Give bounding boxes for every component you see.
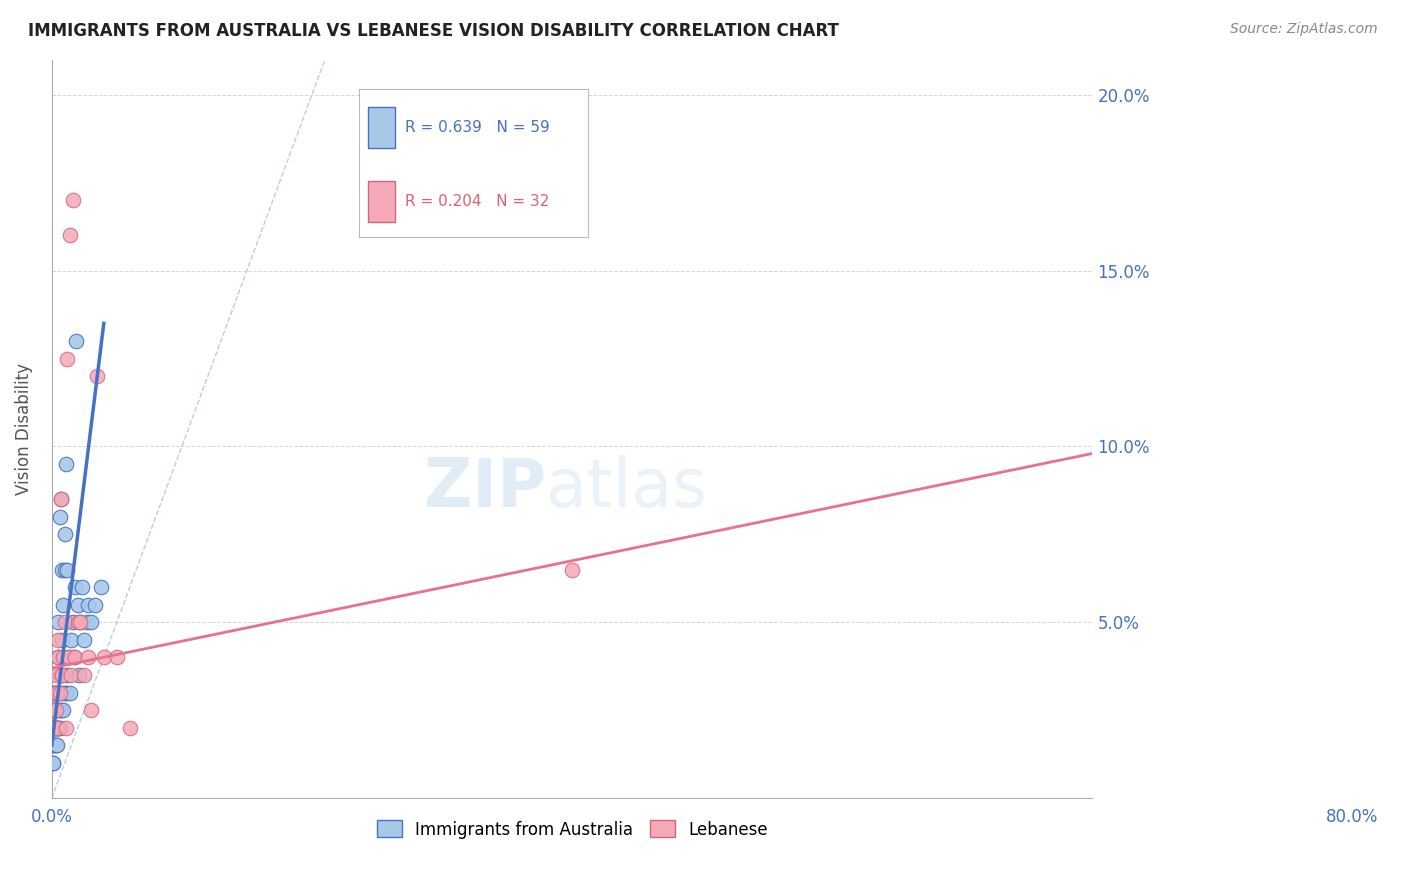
Point bbox=[55, 721, 77, 735]
Point bbox=[48, 685, 70, 699]
Point bbox=[42, 685, 65, 699]
Point bbox=[58, 650, 80, 665]
Point bbox=[66, 598, 89, 612]
Point bbox=[46, 615, 69, 630]
Point bbox=[63, 650, 86, 665]
Point bbox=[49, 703, 72, 717]
Point bbox=[73, 632, 96, 647]
Point bbox=[105, 650, 128, 665]
Point bbox=[65, 334, 87, 348]
Point bbox=[55, 685, 77, 699]
Point bbox=[46, 721, 69, 735]
Point bbox=[48, 668, 70, 682]
Point bbox=[49, 668, 72, 682]
Point bbox=[42, 703, 65, 717]
Point bbox=[56, 563, 79, 577]
Point bbox=[561, 563, 583, 577]
Point bbox=[52, 598, 75, 612]
Point bbox=[69, 615, 91, 630]
Point bbox=[53, 563, 76, 577]
Point bbox=[56, 668, 79, 682]
Point bbox=[93, 650, 115, 665]
Point bbox=[51, 632, 73, 647]
Point bbox=[48, 703, 70, 717]
Point bbox=[46, 632, 69, 647]
Point bbox=[44, 739, 66, 753]
Point bbox=[44, 685, 66, 699]
Point bbox=[86, 369, 108, 384]
Point bbox=[45, 721, 67, 735]
Point bbox=[51, 668, 73, 682]
Point bbox=[42, 721, 65, 735]
Point bbox=[53, 615, 76, 630]
Legend: Immigrants from Australia, Lebanese: Immigrants from Australia, Lebanese bbox=[370, 814, 775, 846]
Point bbox=[55, 457, 77, 471]
Point bbox=[46, 650, 69, 665]
Point bbox=[46, 739, 69, 753]
Point bbox=[83, 598, 105, 612]
Point bbox=[66, 615, 89, 630]
Point bbox=[76, 615, 98, 630]
Point bbox=[53, 527, 76, 541]
Point bbox=[59, 228, 82, 243]
Point bbox=[70, 580, 93, 594]
Point bbox=[46, 685, 69, 699]
Point bbox=[80, 703, 103, 717]
Point bbox=[90, 580, 112, 594]
Point bbox=[45, 685, 67, 699]
Point bbox=[48, 509, 70, 524]
Text: IMMIGRANTS FROM AUSTRALIA VS LEBANESE VISION DISABILITY CORRELATION CHART: IMMIGRANTS FROM AUSTRALIA VS LEBANESE VI… bbox=[28, 22, 839, 40]
Point bbox=[45, 739, 67, 753]
Point bbox=[46, 703, 69, 717]
Point bbox=[53, 685, 76, 699]
Point bbox=[46, 685, 69, 699]
Point bbox=[42, 756, 65, 770]
Point bbox=[44, 739, 66, 753]
Point bbox=[42, 721, 65, 735]
Point bbox=[58, 650, 80, 665]
Point bbox=[42, 756, 65, 770]
Point bbox=[118, 721, 141, 735]
Point bbox=[46, 721, 69, 735]
Text: ZIP: ZIP bbox=[425, 455, 546, 521]
Point bbox=[49, 492, 72, 507]
Point bbox=[77, 598, 100, 612]
Point bbox=[60, 668, 83, 682]
Y-axis label: Vision Disability: Vision Disability bbox=[15, 363, 32, 495]
Point bbox=[52, 650, 75, 665]
Point bbox=[52, 703, 75, 717]
Point bbox=[63, 580, 86, 594]
Point bbox=[46, 721, 69, 735]
Point bbox=[67, 668, 90, 682]
Point bbox=[49, 492, 72, 507]
Text: Source: ZipAtlas.com: Source: ZipAtlas.com bbox=[1230, 22, 1378, 37]
Point bbox=[73, 668, 96, 682]
Point bbox=[48, 721, 70, 735]
Point bbox=[44, 721, 66, 735]
Text: 0.0%: 0.0% bbox=[31, 808, 73, 826]
Point bbox=[62, 615, 84, 630]
Point bbox=[51, 685, 73, 699]
Point bbox=[80, 615, 103, 630]
Point bbox=[45, 668, 67, 682]
Point bbox=[44, 685, 66, 699]
Point bbox=[46, 650, 69, 665]
Point bbox=[46, 721, 69, 735]
Point bbox=[59, 685, 82, 699]
Point bbox=[42, 703, 65, 717]
Point bbox=[44, 721, 66, 735]
Point bbox=[77, 650, 100, 665]
Point bbox=[56, 351, 79, 366]
Point bbox=[44, 703, 66, 717]
Point bbox=[63, 650, 86, 665]
Point bbox=[62, 194, 84, 208]
Point bbox=[46, 685, 69, 699]
Point bbox=[69, 615, 91, 630]
Text: atlas: atlas bbox=[546, 455, 707, 521]
Point bbox=[51, 563, 73, 577]
Point bbox=[60, 632, 83, 647]
Text: 80.0%: 80.0% bbox=[1326, 808, 1379, 826]
Point bbox=[45, 703, 67, 717]
Point bbox=[45, 703, 67, 717]
